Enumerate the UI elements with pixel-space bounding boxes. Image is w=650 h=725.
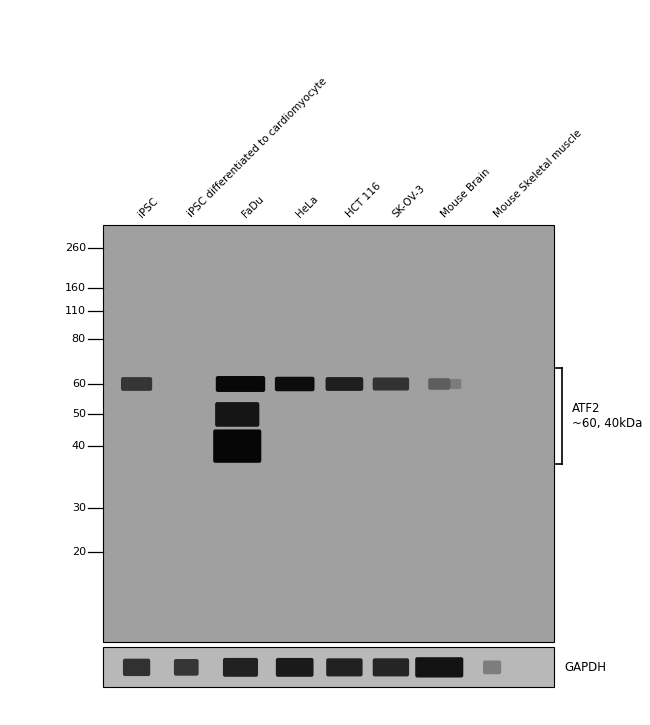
FancyBboxPatch shape — [483, 660, 501, 674]
FancyBboxPatch shape — [121, 377, 152, 391]
FancyBboxPatch shape — [428, 378, 450, 390]
Text: FaDu: FaDu — [240, 194, 266, 219]
Text: SK-OV-3: SK-OV-3 — [391, 183, 427, 219]
FancyBboxPatch shape — [215, 402, 259, 427]
Text: Mouse Skeletal muscle: Mouse Skeletal muscle — [492, 128, 584, 219]
Text: 160: 160 — [65, 283, 86, 293]
Text: HCT 116: HCT 116 — [344, 181, 383, 219]
Text: 80: 80 — [72, 334, 86, 344]
Text: HeLa: HeLa — [294, 194, 320, 219]
FancyBboxPatch shape — [174, 659, 199, 676]
FancyBboxPatch shape — [123, 658, 150, 676]
FancyBboxPatch shape — [276, 658, 313, 677]
Text: GAPDH: GAPDH — [564, 661, 606, 674]
Text: 40: 40 — [72, 441, 86, 451]
Text: ATF2
~60, 40kDa: ATF2 ~60, 40kDa — [572, 402, 642, 430]
Text: 20: 20 — [72, 547, 86, 557]
FancyBboxPatch shape — [450, 379, 461, 389]
Bar — [103, 647, 554, 687]
FancyBboxPatch shape — [326, 658, 363, 676]
Text: iPSC differentiated to cardiomyocyte: iPSC differentiated to cardiomyocyte — [187, 76, 329, 219]
FancyBboxPatch shape — [372, 378, 409, 391]
Bar — [103, 225, 554, 642]
Text: 110: 110 — [65, 307, 86, 316]
FancyBboxPatch shape — [372, 658, 409, 676]
FancyBboxPatch shape — [326, 377, 363, 391]
Text: iPSC: iPSC — [136, 196, 160, 219]
FancyBboxPatch shape — [213, 429, 261, 463]
Text: Mouse Brain: Mouse Brain — [439, 166, 492, 219]
Text: 50: 50 — [72, 410, 86, 420]
FancyBboxPatch shape — [275, 377, 315, 392]
Text: 60: 60 — [72, 379, 86, 389]
FancyBboxPatch shape — [415, 657, 463, 677]
FancyBboxPatch shape — [216, 376, 265, 392]
FancyBboxPatch shape — [223, 658, 258, 677]
Text: 30: 30 — [72, 503, 86, 513]
Text: 260: 260 — [64, 243, 86, 253]
